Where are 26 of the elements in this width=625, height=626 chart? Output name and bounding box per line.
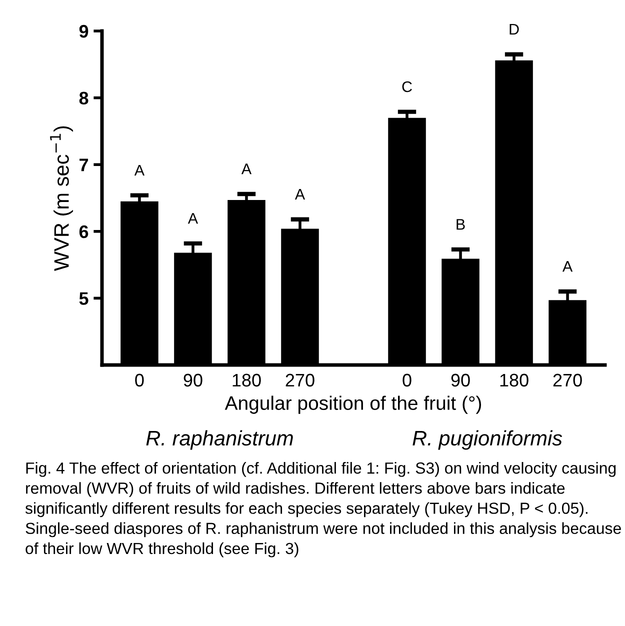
x-tick-label: 90 — [184, 374, 202, 387]
annotation: A — [241, 164, 252, 174]
y-tick-label: 5 — [79, 292, 88, 305]
y-tick-label: 6 — [79, 225, 88, 238]
x-tick-label: 180 — [500, 374, 528, 387]
annotation: A — [188, 213, 198, 224]
x-tick-label: 270 — [286, 374, 314, 387]
annotation: C — [402, 81, 412, 92]
text: R. pugioniformis — [412, 430, 562, 450]
annotation: A — [134, 164, 145, 176]
y-tick-label: 8 — [79, 92, 88, 105]
x-tick-label: 180 — [232, 374, 261, 387]
x-tick-label: 0 — [402, 374, 412, 387]
annotation: A — [562, 261, 573, 272]
annotation: B — [456, 219, 465, 230]
x-tick-label: 90 — [451, 374, 470, 387]
text: R. raphanistrum — [146, 430, 293, 450]
x-tick-label: 270 — [553, 374, 582, 387]
y-tick-label: 9 — [79, 24, 88, 38]
caption: Fig. 4 The effect of orientation (cf. Additional file 1: Fig. S3) on wind velocity causing removal (WVR) of fruits of wild radishes. Different letters above bars indicate significantly different results for each species separately (Tukey HSD, P < 0.05). Single-seed diaspores of R. raphanistrum were not included in this analysis because of their low WVR threshold (see Fig. 3) — [25, 462, 621, 558]
x-axis-title: Angular position of the fruit (°) — [224, 396, 482, 414]
x-tick-label: 0 — [135, 374, 144, 387]
y-tick-label: 7 — [80, 158, 88, 172]
annotation: D — [510, 24, 519, 35]
y-axis-title: WVR (m sec$^{−1}$) — [50, 126, 74, 272]
annotation: A — [294, 189, 306, 200]
